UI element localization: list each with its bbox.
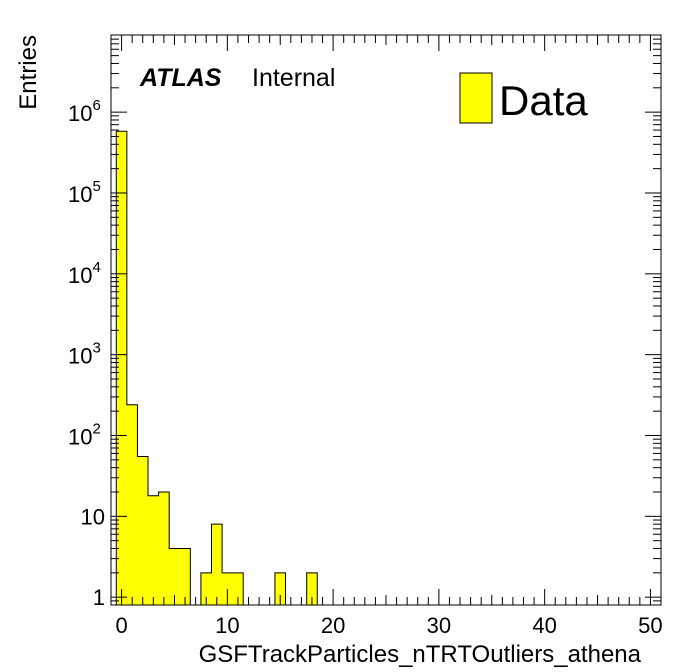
histogram-bar bbox=[306, 572, 318, 605]
plot-frame bbox=[110, 34, 662, 606]
histogram-bar bbox=[126, 404, 138, 605]
x-tick-label: 20 bbox=[321, 613, 345, 638]
histogram-bar bbox=[179, 548, 191, 605]
legend-swatch bbox=[459, 72, 493, 124]
x-tick-label: 10 bbox=[215, 613, 239, 638]
atlas-label: ATLAS bbox=[139, 64, 222, 92]
tick-labels: 0 10 20 30 40 50 1 10 102 103 104 105 106 bbox=[68, 97, 663, 638]
histogram-bar bbox=[274, 572, 286, 605]
histogram-bar bbox=[232, 572, 244, 605]
x-tick-label: 40 bbox=[532, 613, 556, 638]
histogram-outline bbox=[115, 130, 318, 605]
internal-label: Internal bbox=[252, 64, 335, 92]
histogram-bar bbox=[137, 456, 149, 605]
y-tick-label: 1 bbox=[93, 585, 105, 610]
histogram-bar bbox=[158, 491, 170, 605]
y-tick-label: 104 bbox=[68, 259, 101, 288]
legend-label: Data bbox=[499, 77, 588, 124]
y-tick-label: 103 bbox=[68, 340, 101, 369]
histogram-bar bbox=[169, 548, 180, 605]
x-axis-label: GSFTrackParticles_nTRTOutliers_athena bbox=[199, 641, 642, 668]
x-tick-label: 0 bbox=[115, 613, 127, 638]
y-tick-label: 106 bbox=[68, 97, 101, 126]
y-tick-label: 105 bbox=[68, 178, 101, 207]
histogram-bars bbox=[115, 130, 318, 605]
y-axis-label: Entries bbox=[15, 35, 42, 110]
axis-ticks bbox=[111, 34, 661, 606]
histogram-bar bbox=[148, 495, 159, 605]
x-tick-label: 50 bbox=[638, 613, 662, 638]
histogram-bar bbox=[222, 572, 233, 605]
histogram-bar bbox=[200, 572, 212, 605]
x-tick-label: 30 bbox=[427, 613, 451, 638]
y-tick-label: 10 bbox=[81, 504, 105, 529]
histogram-bar bbox=[211, 524, 223, 605]
histogram-bar bbox=[116, 131, 127, 605]
y-tick-label: 102 bbox=[68, 420, 101, 449]
